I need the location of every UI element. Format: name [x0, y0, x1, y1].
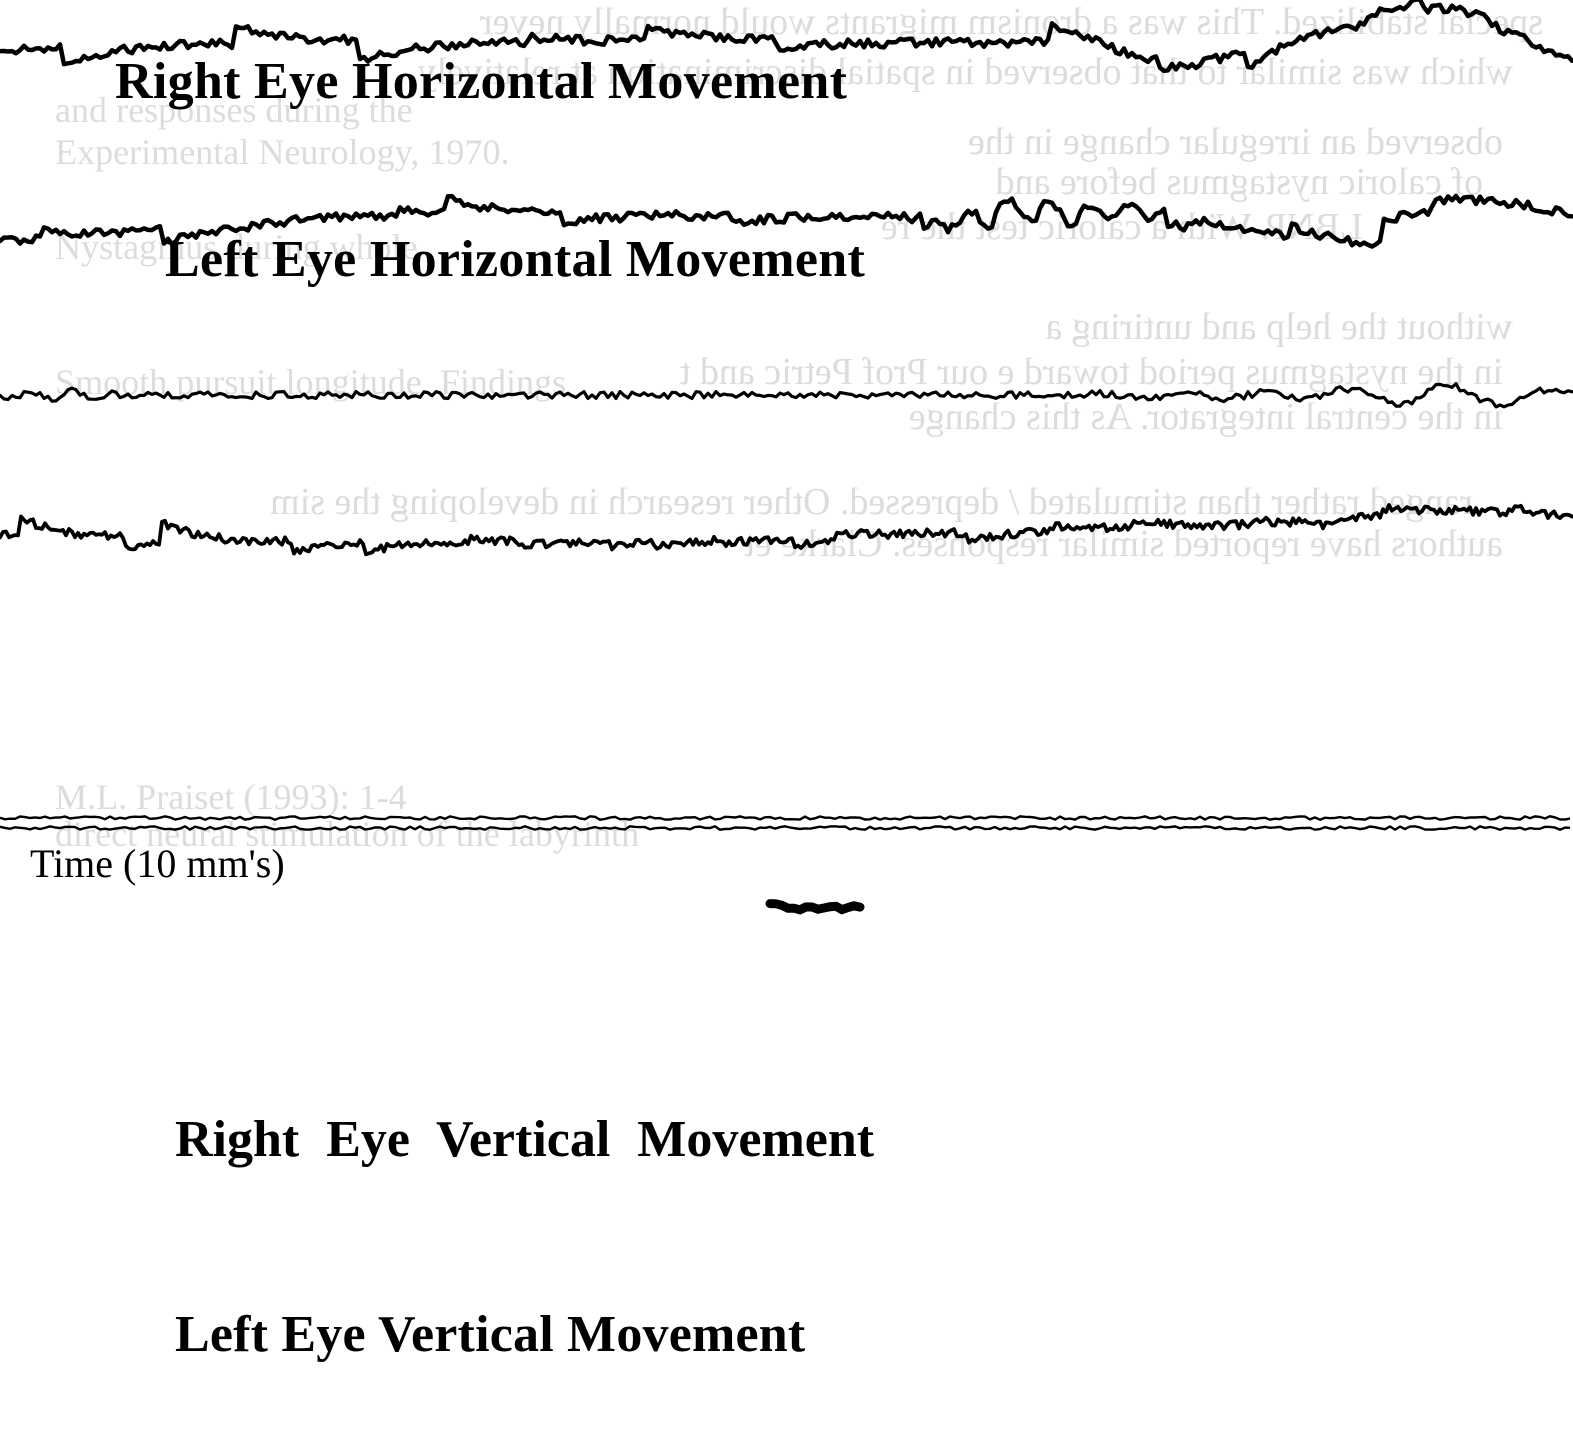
time-axis-trace-lower [0, 826, 1570, 829]
trace-3-path [0, 384, 1572, 407]
figure-canvas: special stabilized. This was a dronism m… [0, 0, 1573, 1433]
time-axis-label: Time (10 mm's) [30, 840, 285, 887]
left-eye-horizontal-label: Left Eye Horizontal Movement [165, 230, 865, 289]
time-axis-trace-upper [0, 816, 1570, 819]
eye-movement-traces [0, 0, 1573, 1433]
right-eye-vertical-label: Right Eye Vertical Movement [175, 1110, 874, 1169]
trace-4-path [0, 505, 1572, 554]
right-eye-horizontal-label: Right Eye Horizontal Movement [115, 52, 847, 111]
left-eye-vertical-label: Left Eye Vertical Movement [175, 1305, 805, 1364]
artifact-blip-path [770, 904, 860, 910]
